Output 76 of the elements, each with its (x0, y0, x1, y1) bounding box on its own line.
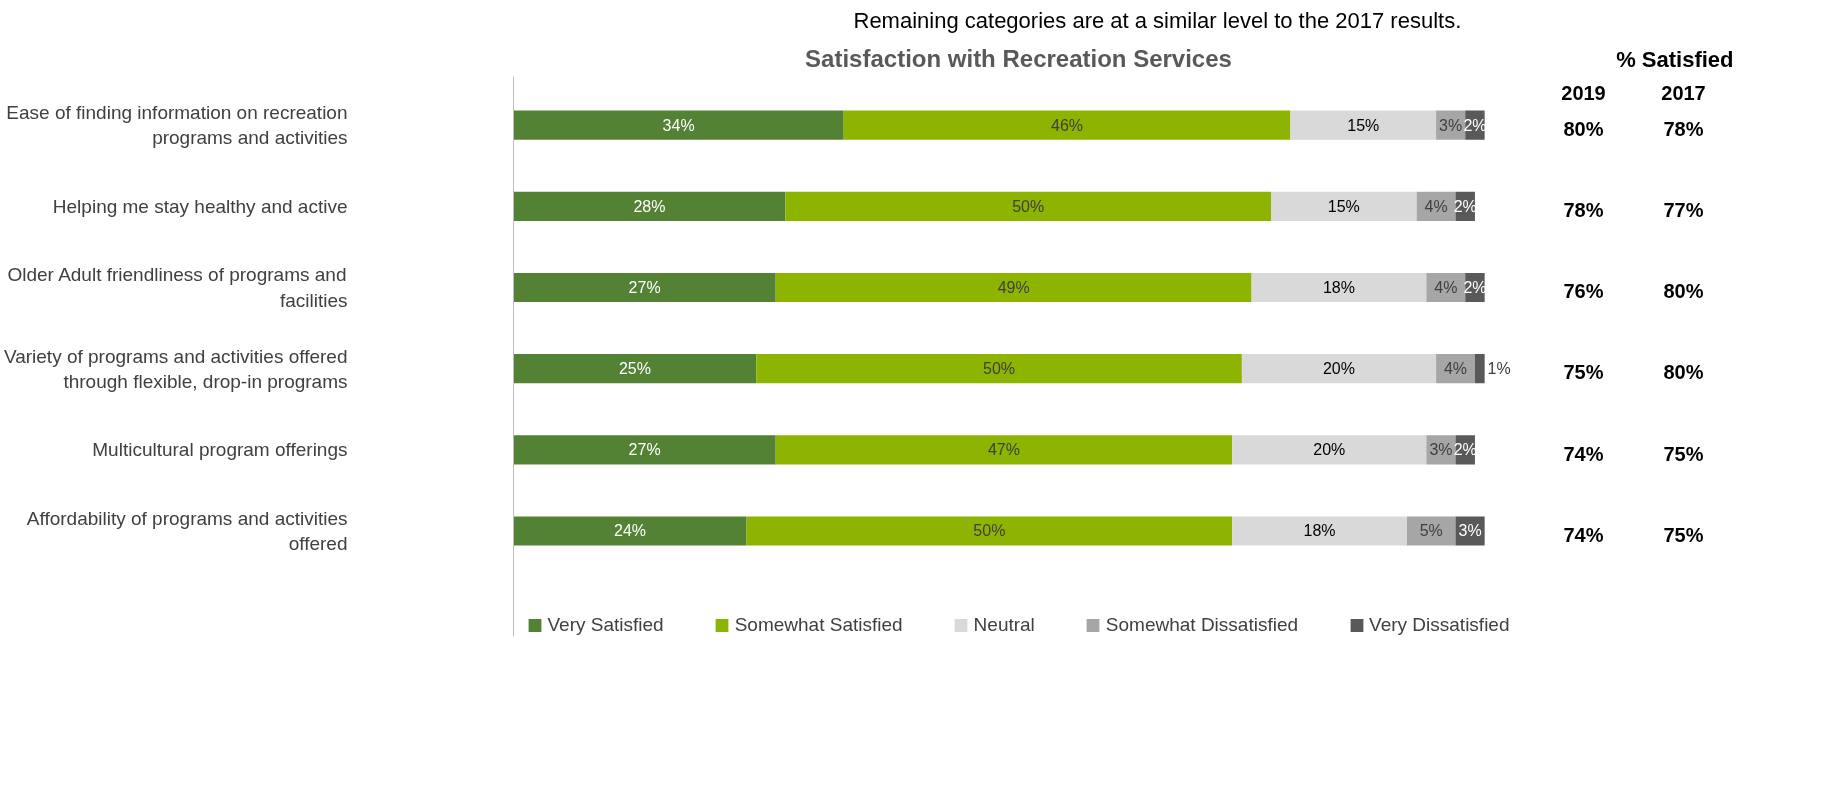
data-label: 50% (983, 360, 1016, 378)
legend-label: Neutral (973, 614, 1035, 636)
text: 75% (1663, 442, 1704, 465)
data-label: 5% (1419, 522, 1443, 540)
bar (785, 191, 1271, 221)
bar (513, 516, 747, 546)
data-label: 15% (1327, 197, 1360, 215)
bar (1251, 272, 1427, 303)
text: 78% (1563, 199, 1604, 222)
data-label: 3% (1458, 522, 1482, 540)
data-label: 18% (1303, 522, 1336, 540)
data-label: 2% (1463, 116, 1487, 134)
text: % Satisfied (1616, 46, 1734, 72)
bar (1406, 516, 1456, 546)
data-label: 4% (1424, 197, 1448, 215)
text: 74% (1563, 523, 1604, 546)
text: 80% (1663, 280, 1704, 303)
data-label: 1% (1487, 360, 1511, 378)
data-label: 28% (633, 197, 666, 215)
legend-label: Somewhat Satisfied (734, 614, 903, 636)
bar (775, 272, 1252, 303)
text: 77% (1663, 199, 1704, 222)
bar (1290, 110, 1437, 140)
data-label: 46% (1051, 116, 1084, 134)
data-label: 34% (662, 116, 695, 134)
data-label: 25% (618, 360, 651, 378)
text: 78% (1663, 118, 1704, 141)
data-label: 4% (1443, 360, 1468, 378)
legend-label: Somewhat Dissatisfied (1105, 614, 1299, 636)
data-label: 50% (973, 522, 1006, 540)
bar (746, 516, 1233, 546)
y-tick-label: Variety of programs and activities offered through flexible, drop-in programs (3, 345, 348, 392)
data-label: 27% (628, 441, 661, 459)
data-label: 3% (1429, 441, 1453, 459)
data-label: 24% (614, 522, 647, 540)
data-label: 20% (1313, 441, 1346, 459)
bar (843, 110, 1291, 140)
text: 2019 (1561, 81, 1606, 104)
bar (1232, 435, 1427, 465)
bar (1474, 354, 1485, 384)
bar (513, 110, 844, 140)
y-tick-label: Ease of finding information on recreation programs and activities (6, 102, 348, 149)
y-tick-label: Affordability of programs and activities offered (26, 507, 348, 555)
data-label: 50% (1012, 197, 1045, 215)
data-label: 27% (628, 279, 661, 297)
text: 80% (1563, 118, 1604, 141)
text: 75% (1563, 361, 1604, 384)
bar (1241, 354, 1437, 384)
data-label: 47% (987, 441, 1020, 459)
data-label: 2% (1463, 279, 1487, 297)
bar (513, 354, 757, 384)
data-label: 49% (997, 279, 1030, 297)
y-tick-label: Multicultural program offerings (92, 439, 348, 461)
y-tick-label: Helping me stay healthy and active (52, 195, 348, 217)
data-label: 18% (1322, 279, 1355, 297)
y-tick-label: Older Adult friendliness of programs and facilities (7, 264, 348, 311)
text: 75% (1663, 523, 1704, 546)
text: 74% (1563, 442, 1604, 465)
legend-label: Very Satisfied (547, 614, 664, 636)
data-label: 4% (1434, 279, 1458, 297)
bar (513, 272, 776, 303)
text: 76% (1563, 280, 1604, 303)
text: Remaining categories are at a similar level to the 2017 results. (853, 7, 1462, 33)
bar (513, 435, 776, 465)
data-label: 15% (1347, 116, 1380, 134)
text: 80% (1663, 361, 1704, 384)
data-label: 20% (1322, 360, 1355, 378)
data-label: 3% (1439, 116, 1463, 134)
bar (775, 435, 1233, 465)
bar (1232, 516, 1407, 546)
bar (1271, 191, 1417, 221)
bar (513, 191, 786, 221)
bar (756, 354, 1242, 384)
legend-label: Very Dissatisfied (1369, 614, 1510, 636)
text: 2017 (1661, 81, 1706, 104)
chart-title: Satisfaction with Recreation Services (805, 44, 1232, 72)
